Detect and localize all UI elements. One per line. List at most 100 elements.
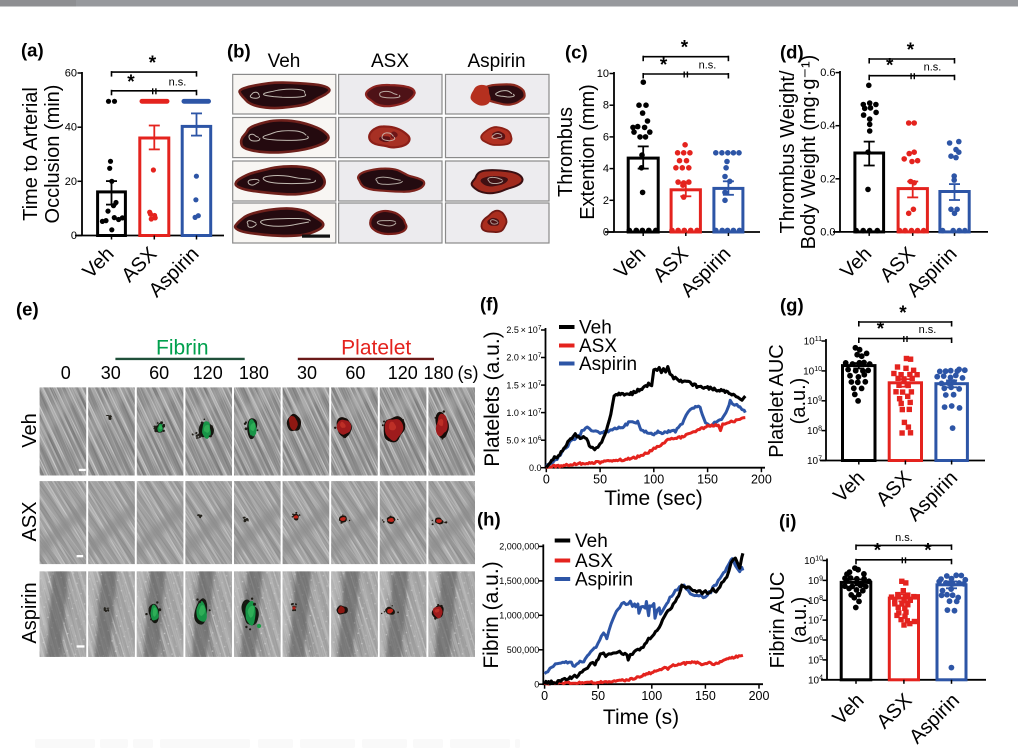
svg-text:120: 120: [388, 363, 418, 383]
svg-text:Time to Arterial: Time to Arterial: [20, 87, 42, 221]
svg-text:100: 100: [641, 689, 662, 703]
svg-text:60: 60: [345, 363, 365, 383]
svg-text:108: 108: [807, 426, 822, 438]
svg-text:0: 0: [534, 679, 539, 689]
svg-text:Occlusion (min): Occlusion (min): [42, 85, 64, 224]
svg-text:(f): (f): [480, 294, 498, 315]
svg-text:150: 150: [697, 473, 718, 487]
svg-text:2: 2: [603, 195, 609, 207]
svg-text:(a.u.): (a.u.): [788, 378, 810, 425]
svg-text:Fibrin: Fibrin: [156, 337, 209, 360]
svg-text:n.s.: n.s.: [699, 60, 717, 72]
svg-text:(c): (c): [565, 42, 588, 63]
svg-text:*: *: [127, 72, 135, 93]
svg-text:2.0 × 107: 2.0 × 107: [506, 352, 541, 363]
svg-text:Veh: Veh: [579, 318, 612, 339]
svg-text:n.s.: n.s.: [924, 61, 942, 73]
svg-text:*: *: [924, 541, 932, 562]
svg-text:ASX: ASX: [579, 336, 617, 357]
svg-text:1,000,000: 1,000,000: [499, 611, 539, 621]
svg-text:6: 6: [603, 131, 609, 143]
svg-text:50: 50: [591, 689, 605, 703]
svg-text:60: 60: [149, 363, 169, 383]
svg-text:n.s.: n.s.: [895, 532, 913, 544]
svg-text:1.0 × 107: 1.0 × 107: [506, 407, 541, 418]
svg-text:Veh: Veh: [79, 243, 119, 283]
svg-text:5.0 × 106: 5.0 × 106: [506, 435, 541, 446]
svg-text:(d): (d): [780, 42, 804, 63]
svg-text:106: 106: [808, 635, 823, 647]
svg-text:Platelet AUC: Platelet AUC: [766, 344, 788, 457]
svg-text:0: 0: [61, 363, 71, 383]
svg-text:Fibrin AUC: Fibrin AUC: [767, 572, 789, 669]
svg-text:Aspirin: Aspirin: [19, 582, 41, 643]
svg-text:104: 104: [808, 675, 823, 687]
svg-text:(b): (b): [227, 41, 251, 62]
svg-text:Extention (mm): Extention (mm): [577, 84, 599, 220]
svg-text:107: 107: [808, 615, 823, 627]
svg-text:0.4: 0.4: [820, 120, 835, 132]
svg-text:*: *: [660, 55, 668, 76]
svg-text:120: 120: [193, 363, 223, 383]
svg-text:ASX: ASX: [371, 51, 409, 72]
svg-text:0.6: 0.6: [820, 67, 835, 79]
svg-text:*: *: [681, 37, 689, 58]
svg-text:*: *: [886, 56, 894, 77]
svg-text:107: 107: [807, 455, 822, 467]
svg-text:1010: 1010: [803, 366, 822, 378]
svg-text:500,000: 500,000: [507, 645, 540, 655]
svg-text:Platelets (a.u.): Platelets (a.u.): [481, 331, 504, 466]
svg-text:8: 8: [603, 100, 609, 112]
svg-text:*: *: [907, 40, 915, 61]
svg-text:100: 100: [643, 473, 664, 487]
svg-text:Body Weight (mg·g⁻¹): Body Weight (mg·g⁻¹): [798, 55, 820, 250]
svg-text:105: 105: [808, 655, 823, 667]
svg-text:2.5 × 107: 2.5 × 107: [506, 325, 541, 336]
svg-text:Veh: Veh: [829, 689, 869, 729]
svg-text:30: 30: [101, 363, 121, 383]
svg-text:30: 30: [297, 363, 317, 383]
svg-text:4: 4: [603, 163, 609, 175]
svg-text:*: *: [874, 541, 882, 562]
svg-text:n.s.: n.s.: [919, 324, 937, 336]
svg-text:0: 0: [541, 689, 548, 703]
svg-text:*: *: [149, 53, 157, 74]
svg-text:108: 108: [808, 595, 823, 607]
svg-text:(i): (i): [779, 511, 796, 532]
svg-text:Thrombus: Thrombus: [555, 107, 577, 197]
svg-text:Aspirin: Aspirin: [903, 467, 962, 526]
svg-text:Aspirin: Aspirin: [579, 354, 637, 375]
svg-text:(e): (e): [16, 299, 39, 320]
svg-text:109: 109: [807, 396, 822, 408]
svg-text:0.0: 0.0: [820, 226, 835, 238]
svg-text:(a): (a): [21, 40, 44, 61]
svg-text:180: 180: [239, 363, 269, 383]
svg-text:Veh: Veh: [575, 531, 608, 552]
svg-text:150: 150: [695, 689, 716, 703]
svg-text:0: 0: [543, 473, 550, 487]
svg-text:0: 0: [603, 227, 609, 239]
svg-text:*: *: [899, 303, 907, 324]
svg-text:Aspirin: Aspirin: [467, 51, 525, 72]
svg-text:*: *: [877, 319, 885, 340]
svg-text:Aspirin: Aspirin: [905, 689, 964, 748]
svg-text:40: 40: [65, 122, 77, 134]
svg-text:(h): (h): [477, 509, 501, 530]
svg-text:200: 200: [751, 473, 772, 487]
svg-text:0.0: 0.0: [529, 463, 542, 473]
svg-text:Veh: Veh: [19, 413, 41, 447]
svg-text:0: 0: [71, 230, 77, 242]
svg-text:Veh: Veh: [829, 467, 869, 507]
svg-text:Time (s): Time (s): [603, 706, 679, 729]
svg-text:109: 109: [808, 575, 823, 587]
svg-text:200: 200: [749, 689, 770, 703]
svg-text:ASX: ASX: [19, 501, 41, 541]
svg-text:Platelet: Platelet: [341, 337, 411, 360]
svg-text:(g): (g): [780, 295, 804, 316]
svg-text:10: 10: [597, 68, 609, 80]
svg-text:2,000,000: 2,000,000: [499, 542, 539, 552]
svg-text:n.s.: n.s.: [169, 77, 187, 89]
svg-text:Time (sec): Time (sec): [604, 487, 702, 510]
svg-text:Aspirin: Aspirin: [575, 570, 633, 591]
svg-text:1.5 × 107: 1.5 × 107: [506, 380, 541, 391]
